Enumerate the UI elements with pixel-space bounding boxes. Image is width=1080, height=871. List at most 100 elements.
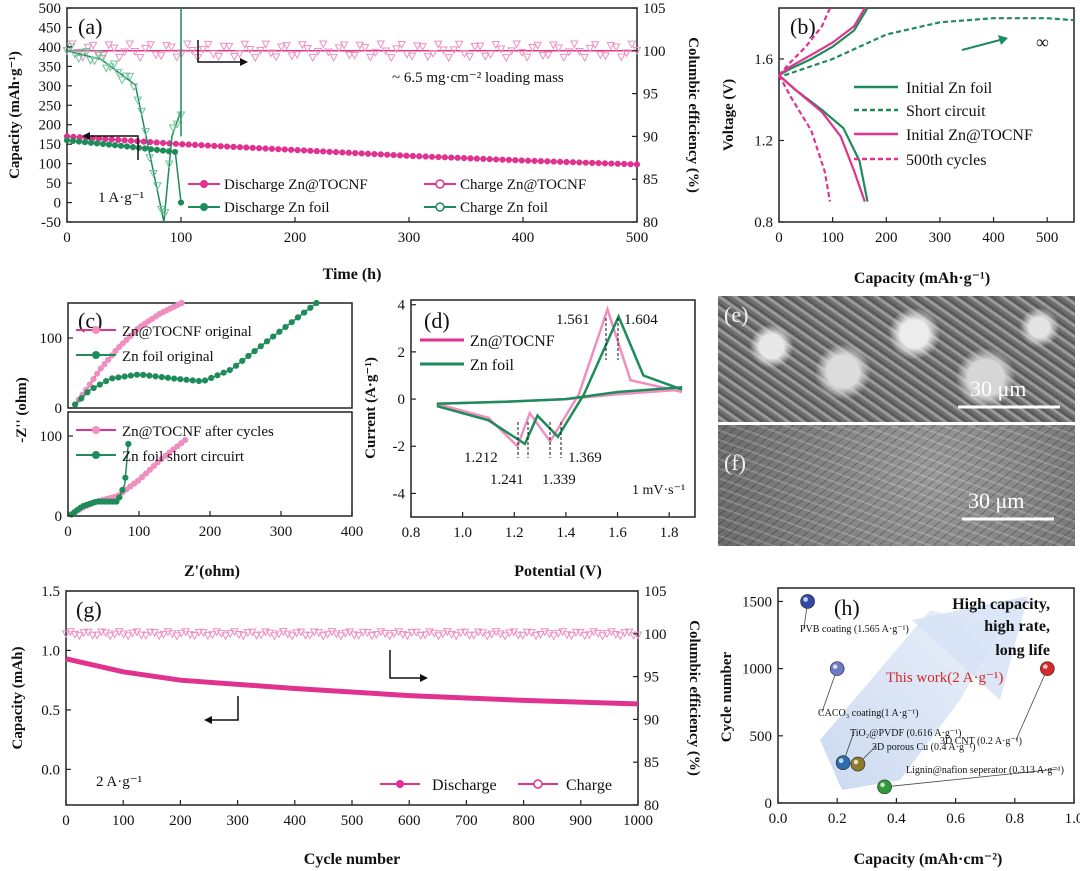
marker-discharge-zn-tocnf: [512, 157, 519, 164]
marker-charge-zn-tocnf: [517, 48, 527, 58]
marker-discharge-zn-tocnf: [409, 152, 416, 160]
ytick-label: 105: [643, 1, 666, 17]
point-highlight: [832, 664, 838, 669]
marker-c-bot: [182, 436, 189, 444]
marker-discharge-zn-tocnf: [486, 156, 493, 163]
marker-charge-zn-foil: [82, 48, 91, 57]
panel-e: (e) 30 μm: [724, 302, 1060, 409]
panel-h-xlabel: Capacity (mAh·cm⁻²): [854, 851, 1003, 868]
marker-charge-zn-tocnf: [303, 45, 312, 54]
xtick-label: 900: [570, 813, 593, 829]
marker-discharge-zn-tocnf: [550, 158, 557, 165]
marker-g-charge: [88, 631, 97, 640]
ytick-label: -50: [41, 215, 61, 231]
marker-charge-zn-tocnf: [146, 41, 156, 50]
marker-charge-zn-tocnf: [627, 40, 637, 49]
marker-g-charge: [256, 631, 266, 640]
marker-discharge-zn-tocnf: [230, 143, 237, 150]
ytick-label: 350: [39, 59, 62, 75]
panel-b-yticks: 0.8 1.2 1.6: [754, 52, 784, 231]
legend-zn-tocnf-original: Zn@TOCNF original: [122, 324, 252, 340]
marker-charge-zn-tocnf: [287, 52, 297, 61]
panel-g-yticks: 0.0 0.5 1.0 1.5: [41, 584, 71, 778]
panel-d-legend: Zn@TOCNF Zn foil: [420, 333, 555, 374]
marker-c-bot: [154, 459, 161, 466]
marker-charge-zn-tocnf: [423, 53, 433, 62]
marker-charge-zn-tocnf: [324, 48, 333, 57]
marker-c-top: [226, 367, 233, 374]
panel-a-arrow-right: [197, 40, 240, 63]
panel-d-yticks: -4 -2 0 2 4: [393, 298, 416, 502]
xtick-label: 400: [982, 230, 1005, 246]
marker-discharge-zn-foil: [117, 142, 125, 149]
marker-discharge-zn-tocnf: [211, 142, 218, 149]
xtick-label: 0.6: [946, 811, 965, 827]
marker-c-bot: [135, 477, 142, 484]
marker-g-charge: [79, 629, 89, 638]
marker-discharge-zn-tocnf: [531, 157, 538, 165]
marker-discharge-zn-tocnf: [204, 142, 211, 149]
marker-charge-zn-tocnf: [413, 42, 422, 51]
marker-discharge-zn-foil: [171, 148, 179, 156]
marker-charge-zn-tocnf: [402, 50, 412, 59]
marker-discharge-zn-tocnf: [224, 143, 231, 150]
ytick-label: 500: [750, 729, 773, 745]
marker-charge-zn-foil: [164, 160, 174, 169]
panel-c-xticks: 0 100 200 300 400: [64, 511, 363, 540]
marker-c-bot: [146, 466, 153, 473]
marker-g-charge: [487, 630, 497, 639]
xtick-label: 200: [199, 524, 222, 540]
point-marker: [835, 755, 851, 770]
marker-discharge-zn-foil: [81, 139, 89, 146]
marker-c-top: [121, 373, 128, 380]
marker-charge-zn-tocnf: [339, 41, 349, 50]
marker-c-top: [313, 299, 320, 307]
marker-g-charge: [194, 628, 204, 637]
xtick-label: 300: [270, 524, 293, 540]
panel-c-yticks: 0 100 0 100: [40, 331, 73, 525]
marker-discharge-zn-tocnf: [601, 160, 609, 167]
panel-h-yticks: 0 500 1000 1500: [742, 594, 783, 812]
marker-g-charge: [110, 630, 120, 639]
marker-charge-zn-tocnf: [292, 51, 302, 60]
ytick-label: 100: [39, 157, 62, 173]
marker-charge-zn-tocnf: [308, 53, 318, 63]
xtick-label: 200: [284, 230, 307, 246]
xtick-label: 200: [169, 813, 192, 829]
marker-discharge-zn-tocnf: [537, 158, 545, 165]
marker-c-top: [130, 329, 137, 336]
panel-h-trend-arrowhead: [912, 596, 1028, 700]
marker-discharge-zn-tocnf: [268, 145, 276, 152]
marker-charge-zn-foil: [125, 72, 135, 81]
marker-discharge-zn-tocnf: [441, 154, 448, 161]
marker-discharge-zn-tocnf: [621, 160, 628, 168]
point-label: TiO₂@PVDF (0.616 A·g⁻¹): [850, 728, 961, 739]
legend-discharge-zn-foil: Discharge Zn foil: [224, 200, 330, 216]
marker-charge-zn-tocnf: [250, 54, 260, 63]
ytick-label: 0.5: [41, 703, 60, 719]
panel-g-xticks: 0 100 200 300 400 500 600 700 800 900 1000: [62, 800, 653, 829]
marker-charge-zn-tocnf: [590, 41, 600, 50]
xtick-label: 400: [512, 230, 535, 246]
panel-b-xlabel: Capacity (mAh·g⁻¹): [854, 270, 990, 287]
marker-g-charge: [128, 629, 137, 638]
marker-charge-zn-tocnf: [198, 45, 208, 54]
marker-g-charge: [154, 632, 164, 641]
marker-charge-zn-tocnf: [182, 40, 192, 49]
marker-c-top: [90, 384, 97, 392]
marker-discharge-zn-foil: [153, 146, 161, 153]
peak-1604: 1.604: [624, 312, 658, 328]
marker-g-charge: [141, 631, 151, 640]
marker-discharge-zn-tocnf: [544, 158, 551, 165]
panel-a-xticks: 0 100 200 300 400 500: [63, 217, 648, 246]
marker-g-charge: [274, 630, 284, 639]
marker-g-charge: [341, 629, 350, 638]
marker-charge-zn-foil: [74, 55, 84, 64]
marker-g-charge: [407, 628, 417, 638]
marker-charge-zn-tocnf: [88, 41, 98, 50]
series-line-zn-foil: [436, 313, 683, 446]
panel-b-trend-arrowhead: [998, 35, 1008, 45]
marker-charge-zn-tocnf: [271, 53, 281, 62]
marker-charge-zn-foil: [70, 50, 80, 59]
marker-g-charge: [518, 631, 528, 640]
